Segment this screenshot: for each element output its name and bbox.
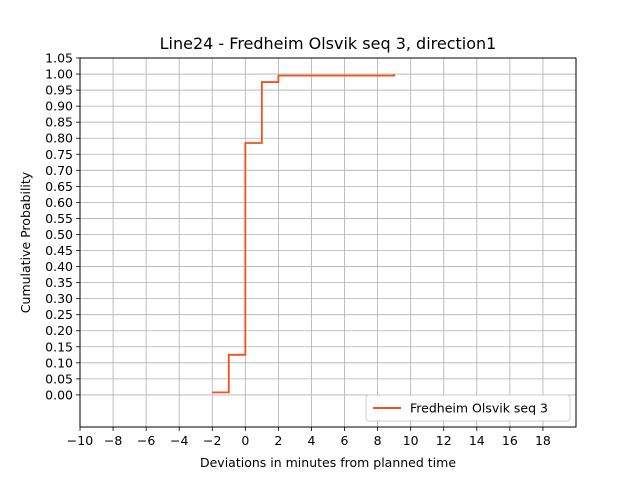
y-axis-label: Cumulative Probability bbox=[18, 171, 33, 313]
legend-box bbox=[365, 394, 571, 422]
x-axis-label: Deviations in minutes from planned time bbox=[200, 455, 456, 470]
x-tick-label: −4 bbox=[170, 433, 188, 448]
x-tick-label: 0 bbox=[241, 433, 249, 448]
x-tick-label: 16 bbox=[502, 433, 518, 448]
y-tick-label: 0.25 bbox=[45, 307, 73, 322]
x-tick-label: −10 bbox=[67, 433, 93, 448]
x-tick-label: −6 bbox=[137, 433, 155, 448]
x-tick-label: 14 bbox=[469, 433, 485, 448]
x-tick-label: 2 bbox=[274, 433, 282, 448]
legend: Fredheim Olsvik seq 3 bbox=[365, 394, 571, 422]
y-tick-label: 0.30 bbox=[45, 291, 73, 306]
y-tick-label: 0.40 bbox=[45, 259, 73, 274]
y-tick-label: 0.65 bbox=[45, 179, 73, 194]
y-tick-label: 0.60 bbox=[45, 195, 73, 210]
y-tick-label: 0.95 bbox=[45, 83, 73, 98]
y-tick-label: 0.80 bbox=[45, 131, 73, 146]
x-tick-label: 8 bbox=[374, 433, 382, 448]
y-tick-label: 0.15 bbox=[45, 339, 73, 354]
x-tick-label: 18 bbox=[535, 433, 551, 448]
x-tick-label: −8 bbox=[104, 433, 122, 448]
y-tick-label: 0.75 bbox=[45, 147, 73, 162]
y-tick-label: 0.35 bbox=[45, 275, 73, 290]
y-tick-label: 0.50 bbox=[45, 227, 73, 242]
series-layer bbox=[212, 74, 396, 394]
y-tick-label: 0.05 bbox=[45, 371, 73, 386]
x-tick-label: 6 bbox=[341, 433, 349, 448]
x-tick-label: 10 bbox=[403, 433, 419, 448]
x-tick-label: 12 bbox=[436, 433, 452, 448]
y-tick-label: 0.90 bbox=[45, 99, 73, 114]
y-tick-label: 0.20 bbox=[45, 323, 73, 338]
y-tick-label: 0.55 bbox=[45, 211, 73, 226]
y-tick-label: 0.10 bbox=[45, 355, 73, 370]
x-tick-label: 4 bbox=[307, 433, 315, 448]
y-tick-label: 0.70 bbox=[45, 163, 73, 178]
legend-label: Fredheim Olsvik seq 3 bbox=[410, 401, 548, 416]
y-tick-label: 1.00 bbox=[45, 67, 73, 82]
y-tick-label: 0.85 bbox=[45, 115, 73, 130]
chart-title: Line24 - Fredheim Olsvik seq 3, directio… bbox=[160, 34, 497, 53]
series-line bbox=[212, 74, 396, 394]
grid bbox=[79, 57, 576, 427]
y-tick-label: 1.05 bbox=[45, 51, 73, 66]
ticks: −10 −8 −6 −4 −2 0 2 4 6 8 10 12 14 16 180.000.050.100.… bbox=[45, 51, 551, 449]
y-tick-label: 0.00 bbox=[45, 387, 73, 402]
y-tick-label: 0.45 bbox=[45, 243, 73, 258]
plot-frame bbox=[79, 57, 577, 428]
x-tick-label: −2 bbox=[203, 433, 221, 448]
